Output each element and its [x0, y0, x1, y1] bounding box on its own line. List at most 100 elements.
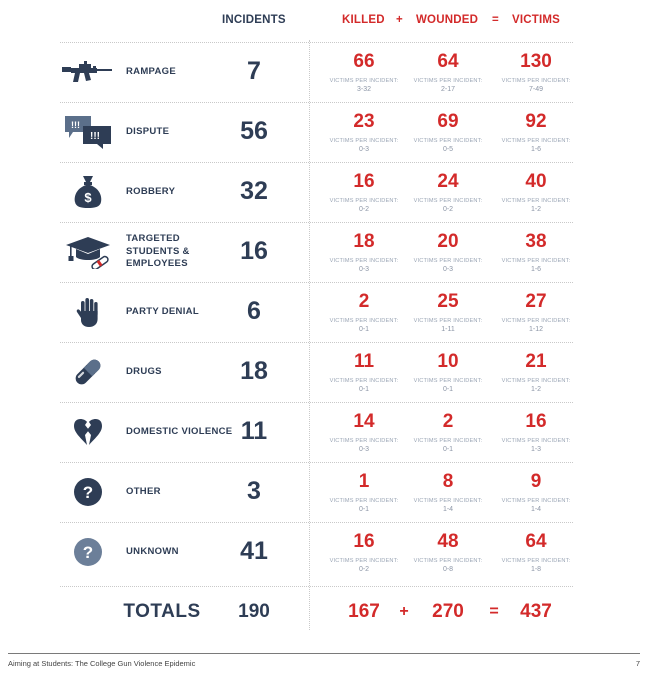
vpi-label: VICTIMS PER INCIDENT: — [329, 438, 399, 444]
victims-range: 1-6 — [530, 266, 542, 273]
vpi-label: VICTIMS PER INCIDENT: — [413, 438, 483, 444]
killed-range: 0-2 — [358, 206, 370, 213]
wounded-cell: 8 VICTIMS PER INCIDENT: 1-4 — [406, 462, 490, 514]
wounded-cell: 2 VICTIMS PER INCIDENT: 0-1 — [406, 402, 490, 454]
svg-text:?: ? — [83, 543, 93, 562]
vpi-label: VICTIMS PER INCIDENT: — [329, 198, 399, 204]
vpi-label: VICTIMS PER INCIDENT: — [329, 138, 399, 144]
vpi-label: VICTIMS PER INCIDENT: — [329, 318, 399, 324]
svg-text:$: $ — [84, 190, 92, 205]
killed-value: 16 — [353, 531, 375, 552]
wounded-value: 8 — [442, 471, 454, 492]
table-row-targeted: TARGETED STUDENTS & EMPLOYEES 16 18 VICTI… — [60, 222, 573, 282]
killed-cell: 23 VICTIMS PER INCIDENT: 0-3 — [322, 102, 406, 154]
vpi-label: VICTIMS PER INCIDENT: — [413, 78, 483, 84]
incidents-value: 41 — [240, 537, 268, 565]
vpi-label: VICTIMS PER INCIDENT: — [501, 438, 571, 444]
vpi-label: VICTIMS PER INCIDENT: — [329, 378, 399, 384]
victims-cell: 64 VICTIMS PER INCIDENT: 1-8 — [494, 522, 578, 574]
victims-value: 27 — [525, 291, 547, 312]
header-equals: = — [492, 14, 499, 26]
vpi-label: VICTIMS PER INCIDENT: — [501, 378, 571, 384]
header-incidents: INCIDENTS — [222, 14, 286, 26]
killed-value: 11 — [353, 351, 375, 372]
vpi-label: VICTIMS PER INCIDENT: — [413, 378, 483, 384]
svg-text:!!!: !!! — [90, 131, 100, 142]
vpi-label: VICTIMS PER INCIDENT: — [501, 78, 571, 84]
rifle-icon — [60, 42, 116, 102]
category-label: OTHER — [126, 485, 161, 497]
wounded-cell: 24 VICTIMS PER INCIDENT: 0-2 — [406, 162, 490, 214]
table-row-unknown: ? UNKNOWN 41 16 VICTIMS PER INCIDENT: 0-2 … — [60, 522, 573, 582]
vpi-label: VICTIMS PER INCIDENT: — [501, 258, 571, 264]
killed-range: 0-2 — [358, 566, 370, 573]
victims-value: 130 — [520, 51, 552, 72]
wounded-cell: 69 VICTIMS PER INCIDENT: 0-5 — [406, 102, 490, 154]
killed-cell: 16 VICTIMS PER INCIDENT: 0-2 — [322, 162, 406, 214]
victims-range: 7-49 — [528, 86, 543, 93]
wounded-range: 0-3 — [442, 266, 454, 273]
killed-cell: 11 VICTIMS PER INCIDENT: 0-1 — [322, 342, 406, 394]
totals-incidents: 190 — [238, 601, 270, 622]
incidents-value: 56 — [240, 117, 268, 145]
killed-cell: 2 VICTIMS PER INCIDENT: 0-1 — [322, 282, 406, 334]
victims-range: 1-3 — [530, 446, 542, 453]
table-row-dispute: !!! !!! DISPUTE 56 23 VICTIMS PER INCIDEN… — [60, 102, 573, 162]
killed-cell: 66 VICTIMS PER INCIDENT: 3-32 — [322, 42, 406, 94]
speech-bubbles-icon: !!! !!! — [60, 102, 116, 162]
vpi-label: VICTIMS PER INCIDENT: — [501, 138, 571, 144]
vpi-label: VICTIMS PER INCIDENT: — [501, 558, 571, 564]
wounded-range: 0-2 — [442, 206, 454, 213]
victims-value: 21 — [525, 351, 547, 372]
vpi-label: VICTIMS PER INCIDENT: — [413, 258, 483, 264]
vpi-label: VICTIMS PER INCIDENT: — [501, 198, 571, 204]
wounded-range: 0-1 — [442, 386, 454, 393]
victims-value: 40 — [525, 171, 547, 192]
vpi-label: VICTIMS PER INCIDENT: — [501, 498, 571, 504]
killed-range: 0-3 — [358, 446, 370, 453]
victims-value: 16 — [525, 411, 547, 432]
incidents-value: 7 — [247, 57, 261, 85]
wounded-value: 48 — [437, 531, 459, 552]
vpi-label: VICTIMS PER INCIDENT: — [329, 258, 399, 264]
category-label: ROBBERY — [126, 185, 176, 197]
killed-value: 1 — [358, 471, 370, 492]
killed-range: 0-1 — [358, 386, 370, 393]
vpi-label: VICTIMS PER INCIDENT: — [329, 78, 399, 84]
wounded-cell: 64 VICTIMS PER INCIDENT: 2-17 — [406, 42, 490, 94]
svg-text:!!!: !!! — [71, 120, 80, 130]
wounded-range: 0-5 — [442, 146, 454, 153]
header-killed: KILLED — [342, 14, 385, 26]
killed-cell: 14 VICTIMS PER INCIDENT: 0-3 — [322, 402, 406, 454]
table-row-robbery: $ ROBBERY 32 16 VICTIMS PER INCIDENT: 0-2 … — [60, 162, 573, 222]
killed-value: 2 — [358, 291, 370, 312]
svg-text:?: ? — [83, 483, 93, 502]
vpi-label: VICTIMS PER INCIDENT: — [501, 318, 571, 324]
killed-value: 23 — [353, 111, 375, 132]
victims-value: 9 — [530, 471, 542, 492]
incidents-value: 32 — [240, 177, 268, 205]
victims-value: 92 — [525, 111, 547, 132]
victims-range: 1-8 — [530, 566, 542, 573]
vpi-label: VICTIMS PER INCIDENT: — [413, 138, 483, 144]
broken-heart-icon — [60, 402, 116, 462]
totals-victims: 437 — [520, 601, 552, 622]
victims-cell: 16 VICTIMS PER INCIDENT: 1-3 — [494, 402, 578, 454]
wounded-range: 1-4 — [442, 506, 454, 513]
pill-icon — [60, 342, 116, 402]
victims-range: 1-2 — [530, 206, 542, 213]
victims-cell: 92 VICTIMS PER INCIDENT: 1-6 — [494, 102, 578, 154]
killed-value: 16 — [353, 171, 375, 192]
killed-cell: 1 VICTIMS PER INCIDENT: 0-1 — [322, 462, 406, 514]
incidents-value: 11 — [240, 417, 268, 445]
header-plus: + — [396, 14, 403, 26]
table-row-drugs: DRUGS 18 11 VICTIMS PER INCIDENT: 0-1 10 VI… — [60, 342, 573, 402]
victims-cell: 21 VICTIMS PER INCIDENT: 1-2 — [494, 342, 578, 394]
category-label: DRUGS — [126, 365, 162, 377]
incidents-value: 3 — [247, 477, 261, 505]
category-label: TARGETED STUDENTS & EMPLOYEES — [126, 233, 190, 270]
table-row-rampage: RAMPAGE 7 66 VICTIMS PER INCIDENT: 3-32 64… — [60, 42, 573, 102]
victims-range: 1-4 — [530, 506, 542, 513]
table-row-domestic-violence: DOMESTIC VIOLENCE 11 14 VICTIMS PER INCID… — [60, 402, 573, 462]
totals-killed: 167 — [348, 601, 380, 622]
